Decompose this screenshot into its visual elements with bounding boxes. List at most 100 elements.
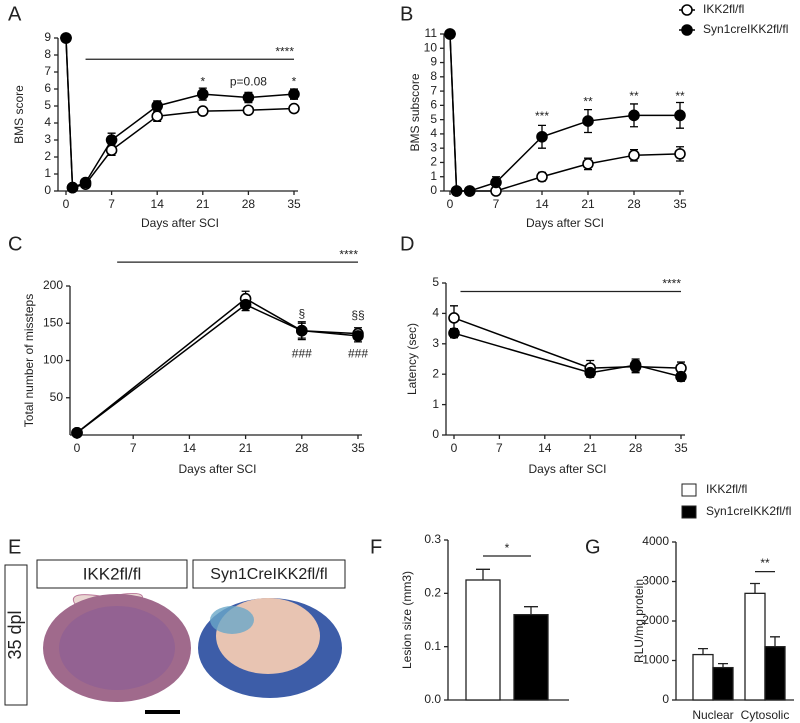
marker xyxy=(71,426,83,439)
y-tick-label: 2 xyxy=(430,155,437,169)
marker xyxy=(197,105,209,117)
x-axis-label: Days after SCI xyxy=(141,216,219,230)
y-tick-label: 50 xyxy=(50,390,64,404)
marker xyxy=(674,109,686,122)
y-tick-label: 0.2 xyxy=(424,586,441,600)
y-axis-label: Lesion size (mm3) xyxy=(400,571,414,669)
bar xyxy=(692,653,714,701)
x-tick-label: 0 xyxy=(447,197,454,211)
y-axis-label: BMS score xyxy=(12,85,26,144)
marker xyxy=(536,170,548,183)
x-tick-label: 7 xyxy=(108,197,115,211)
y-tick-label: 6 xyxy=(44,81,51,95)
y-tick-label: 1 xyxy=(432,397,439,411)
bar xyxy=(764,646,786,701)
group-label: Syn1CreIKK2fl/fl xyxy=(210,566,327,583)
y-axis-label: Latency (sec) xyxy=(405,323,419,395)
y-tick-label: 0 xyxy=(430,183,437,197)
x-tick-label: 7 xyxy=(493,197,500,211)
marker xyxy=(151,110,163,122)
time-box xyxy=(4,564,28,706)
y-tick-label: 0 xyxy=(432,427,439,441)
marker xyxy=(582,115,594,127)
y-tick-label: 0.1 xyxy=(424,639,441,653)
y-tick-label: 9 xyxy=(44,30,51,44)
panel-letter: F xyxy=(370,536,382,558)
time-label: 35 dpl xyxy=(5,610,25,659)
annotation: ** xyxy=(583,95,593,109)
y-tick-label: 0 xyxy=(662,692,669,706)
y-tick-label: 6 xyxy=(430,98,437,112)
annotation: * xyxy=(505,541,510,555)
marker xyxy=(675,370,687,383)
x-tick-label: 35 xyxy=(351,441,365,455)
y-axis-label: RLU/mg protein xyxy=(632,579,646,663)
marker xyxy=(628,149,640,162)
marker xyxy=(536,130,548,143)
marker xyxy=(448,312,460,324)
series-line xyxy=(453,317,682,369)
x-tick-label: 35 xyxy=(674,441,688,455)
y-tick-label: 7 xyxy=(430,83,437,97)
series-line xyxy=(76,297,359,434)
x-tick-label: 28 xyxy=(629,441,643,455)
y-tick-label: 3 xyxy=(430,140,437,154)
marker xyxy=(105,144,118,156)
y-tick-label: 8 xyxy=(430,69,437,83)
bar xyxy=(712,666,734,701)
y-tick-label: 150 xyxy=(43,315,63,329)
y-tick-label: 4 xyxy=(44,115,51,129)
series-line xyxy=(453,332,682,378)
y-tick-label: 0 xyxy=(44,183,51,197)
panel-letter: E xyxy=(8,536,21,558)
marker xyxy=(60,32,72,44)
legend-label: IKK2fl/fl xyxy=(706,482,747,496)
y-tick-label: 2 xyxy=(432,366,439,380)
marker xyxy=(584,366,597,379)
y-tick-label: 4000 xyxy=(642,534,669,548)
annotation: ** xyxy=(760,556,770,570)
marker xyxy=(490,176,502,189)
y-axis-label: BMS subscore xyxy=(408,73,422,151)
x-tick-label: 14 xyxy=(151,197,165,211)
annotation: *** xyxy=(535,109,549,123)
series-line xyxy=(65,37,295,189)
x-tick-label: 0 xyxy=(74,441,81,455)
marker xyxy=(239,298,252,311)
x-tick-label: 0 xyxy=(63,197,70,211)
annotation: **** xyxy=(339,247,358,261)
legend-label: IKK2fl/fl xyxy=(703,2,744,16)
legend-marker xyxy=(681,24,693,36)
group-box xyxy=(36,559,188,589)
y-tick-label: 0.0 xyxy=(424,692,441,706)
error-bar xyxy=(718,663,728,668)
legend-swatch xyxy=(681,483,697,497)
y-tick-label: 2000 xyxy=(642,613,669,627)
marker xyxy=(105,134,118,146)
series-line xyxy=(76,303,359,434)
y-tick-label: 4 xyxy=(430,126,437,140)
annotation: ### xyxy=(348,347,368,361)
y-tick-label: 0.3 xyxy=(424,532,441,546)
marker xyxy=(242,104,255,117)
x-tick-label: 28 xyxy=(627,197,641,211)
y-tick-label: 1 xyxy=(44,166,51,180)
y-tick-label: 100 xyxy=(43,353,63,367)
y-tick-label: 3000 xyxy=(642,574,669,588)
marker xyxy=(450,185,463,197)
marker xyxy=(628,109,640,122)
y-tick-label: 5 xyxy=(430,112,437,126)
x-tick-label: 21 xyxy=(584,441,598,455)
marker xyxy=(448,327,460,339)
error-bar xyxy=(698,648,708,655)
y-tick-label: 9 xyxy=(430,55,437,69)
error-bar xyxy=(770,636,780,647)
annotation: ### xyxy=(292,347,312,361)
y-tick-label: 7 xyxy=(44,64,51,78)
x-tick-label: 21 xyxy=(239,441,253,455)
annotation: * xyxy=(200,74,205,88)
y-tick-label: 3 xyxy=(432,336,439,350)
y-tick-label: 3 xyxy=(44,132,51,146)
